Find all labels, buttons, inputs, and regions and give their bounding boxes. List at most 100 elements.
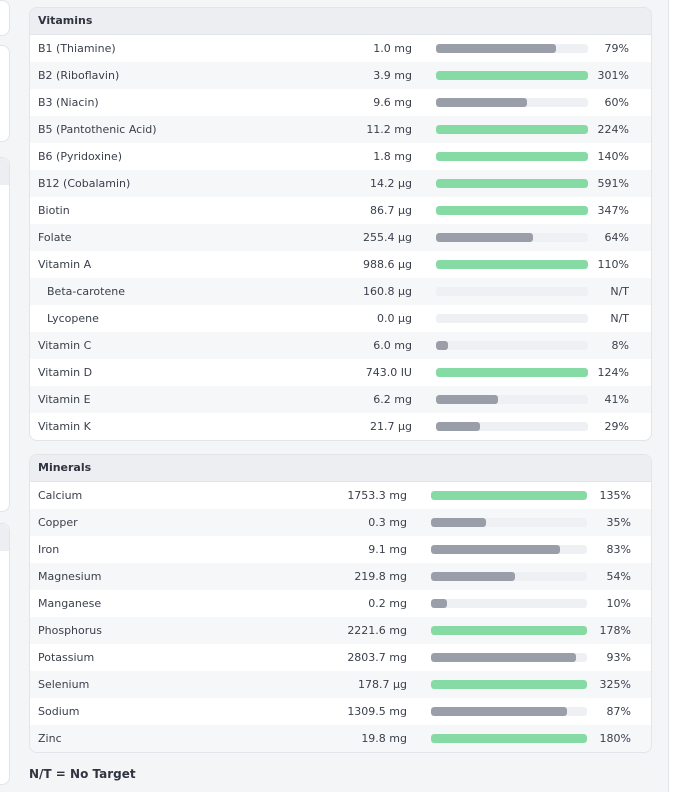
progress-track <box>436 179 588 188</box>
nutrient-amount: 21.7 µg <box>370 420 412 433</box>
nutrient-row: Manganese 0.2 mg 10% <box>30 590 651 617</box>
footnote: N/T = No Target <box>29 767 136 781</box>
nutrient-row: Vitamin C 6.0 mg 8% <box>30 332 651 359</box>
nutrient-name: Vitamin C <box>38 339 92 352</box>
nutrient-name: Zinc <box>38 732 62 745</box>
nutrient-percent: 64% <box>604 231 629 244</box>
nutrient-percent: 110% <box>597 258 629 271</box>
nutrient-amount: 0.2 mg <box>368 597 407 610</box>
progress-fill <box>436 341 449 350</box>
progress-fill <box>431 734 587 743</box>
progress-fill <box>431 653 577 662</box>
nutrient-row: B6 (Pyridoxine) 1.8 mg 140% <box>30 143 651 170</box>
nutrient-row: Potassium 2803.7 mg 93% <box>30 644 651 671</box>
nutrient-percent: N/T <box>610 285 629 298</box>
progress-track <box>436 314 588 323</box>
nutrient-amount: 988.6 µg <box>363 258 412 271</box>
nutrient-amount: 6.2 mg <box>373 393 412 406</box>
nutrient-name: Magnesium <box>38 570 102 583</box>
progress-fill <box>436 44 557 53</box>
progress-track <box>436 206 588 215</box>
progress-fill <box>436 422 481 431</box>
nutrient-row: Phosphorus 2221.6 mg 178% <box>30 617 651 644</box>
nutrient-name: Beta-carotene <box>47 285 125 298</box>
nutrient-name: Vitamin D <box>38 366 93 379</box>
nutrient-percent: 180% <box>599 732 631 745</box>
nutrient-percent: 29% <box>604 420 629 433</box>
nutrient-percent: 35% <box>606 516 631 529</box>
progress-fill <box>431 599 447 608</box>
minerals-card: Minerals Calcium 1753.3 mg 135% Copper 0.3 m… <box>29 454 652 753</box>
progress-track <box>431 653 587 662</box>
nutrient-amount: 19.8 mg <box>361 732 407 745</box>
nutrient-percent: 135% <box>599 489 631 502</box>
nutrient-amount: 743.0 IU <box>365 366 412 379</box>
nutrient-row: B2 (Riboflavin) 3.9 mg 301% <box>30 62 651 89</box>
progress-track <box>431 680 587 689</box>
nutrient-name: Biotin <box>38 204 70 217</box>
nutrient-name: B12 (Cobalamin) <box>38 177 131 190</box>
nutrient-row: Biotin 86.7 µg 347% <box>30 197 651 224</box>
nutrient-percent: 10% <box>606 597 631 610</box>
nutrient-name: Vitamin K <box>38 420 91 433</box>
nutrient-percent: 301% <box>597 69 629 82</box>
nutrient-row: Calcium 1753.3 mg 135% <box>30 482 651 509</box>
nutrient-amount: 2803.7 mg <box>347 651 407 664</box>
nutrient-percent: 60% <box>604 96 629 109</box>
nutrient-row: Selenium 178.7 µg 325% <box>30 671 651 698</box>
progress-fill <box>436 152 588 161</box>
progress-track <box>436 98 588 107</box>
progress-fill <box>431 572 516 581</box>
nutrient-name: B2 (Riboflavin) <box>38 69 120 82</box>
progress-track <box>436 368 588 377</box>
progress-fill <box>436 71 588 80</box>
nutrient-row: Lycopene 0.0 µg N/T <box>30 305 651 332</box>
nutrient-amount: 1.0 mg <box>373 42 412 55</box>
progress-track <box>436 341 588 350</box>
nutrient-name: Calcium <box>38 489 83 502</box>
nutrient-percent: 178% <box>599 624 631 637</box>
nutrient-amount: 1.8 mg <box>373 150 412 163</box>
nutrient-amount: 1309.5 mg <box>347 705 407 718</box>
nutrient-name: Potassium <box>38 651 95 664</box>
progress-fill <box>436 395 499 404</box>
progress-track <box>431 734 587 743</box>
nutrient-name: Folate <box>38 231 72 244</box>
vitamins-card: Vitamins B1 (Thiamine) 1.0 mg 79% B2 (Ribof… <box>29 7 652 441</box>
progress-track <box>436 233 588 242</box>
nutrient-percent: 347% <box>597 204 629 217</box>
progress-track <box>436 422 588 431</box>
nutrient-amount: 9.1 mg <box>368 543 407 556</box>
nutrient-row: Iron 9.1 mg 83% <box>30 536 651 563</box>
nutrient-row: Vitamin E 6.2 mg 41% <box>30 386 651 413</box>
nutrient-name: B6 (Pyridoxine) <box>38 150 123 163</box>
nutrient-name: Sodium <box>38 705 80 718</box>
nutrient-row: B1 (Thiamine) 1.0 mg 79% <box>30 35 651 62</box>
nutrient-amount: 14.2 µg <box>370 177 412 190</box>
progress-track <box>436 71 588 80</box>
progress-track <box>431 626 587 635</box>
nutrient-amount: 86.7 µg <box>370 204 412 217</box>
nutrient-percent: 83% <box>606 543 631 556</box>
nutrient-percent: 79% <box>604 42 629 55</box>
right-panel-edge <box>668 0 676 792</box>
nutrient-row: Zinc 19.8 mg 180% <box>30 725 651 752</box>
progress-fill <box>436 260 588 269</box>
nutrient-amount: 0.0 µg <box>377 312 412 325</box>
nutrient-percent: 93% <box>606 651 631 664</box>
progress-track <box>431 599 587 608</box>
nutrient-row: Magnesium 219.8 mg 54% <box>30 563 651 590</box>
nutrient-row: Vitamin D 743.0 IU 124% <box>30 359 651 386</box>
nutrient-amount: 255.4 µg <box>363 231 412 244</box>
nutrient-percent: 140% <box>597 150 629 163</box>
nutrient-amount: 178.7 µg <box>358 678 407 691</box>
nutrient-amount: 2221.6 mg <box>347 624 407 637</box>
nutrient-row: B5 (Pantothenic Acid) 11.2 mg 224% <box>30 116 651 143</box>
minerals-header: Minerals <box>30 455 651 482</box>
left-panel-edge <box>0 45 10 142</box>
nutrient-row: Vitamin K 21.7 µg 29% <box>30 413 651 440</box>
nutrient-row: Copper 0.3 mg 35% <box>30 509 651 536</box>
nutrient-amount: 9.6 mg <box>373 96 412 109</box>
progress-fill <box>431 518 486 527</box>
nutrient-row: Sodium 1309.5 mg 87% <box>30 698 651 725</box>
